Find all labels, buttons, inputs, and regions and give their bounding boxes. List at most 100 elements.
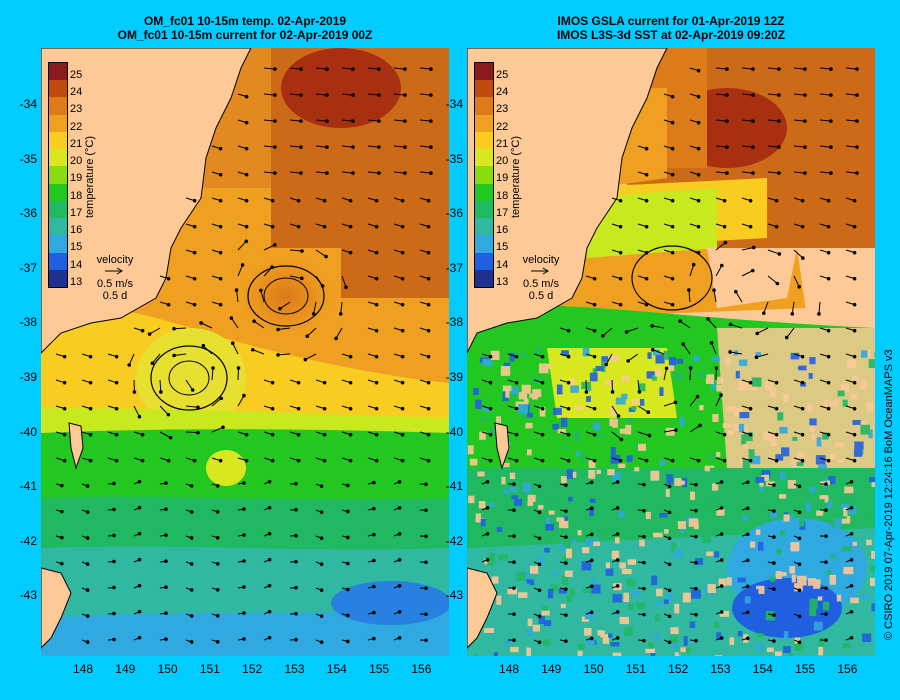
current-vector-arrow bbox=[689, 264, 695, 277]
current-vector-head bbox=[374, 250, 379, 255]
colorbar-swatch bbox=[49, 183, 67, 202]
sst-pixel bbox=[550, 584, 559, 592]
sst-pixel bbox=[779, 597, 789, 606]
current-vector-head bbox=[351, 93, 355, 97]
sst-pixel bbox=[852, 419, 862, 425]
sst-pixel bbox=[797, 575, 807, 586]
current-vector-head bbox=[485, 531, 490, 536]
current-vector-head bbox=[592, 458, 597, 463]
current-vector-arrow bbox=[793, 119, 805, 122]
current-vector-head bbox=[403, 145, 407, 149]
current-vector-arrow bbox=[689, 396, 698, 407]
current-vector-head bbox=[166, 412, 171, 417]
current-vector-head bbox=[674, 428, 678, 432]
current-vector-head bbox=[372, 610, 376, 615]
current-vector-head bbox=[230, 341, 235, 346]
sst-pixel bbox=[796, 461, 804, 466]
current-vector-arrow bbox=[819, 171, 831, 174]
current-vector-head bbox=[540, 380, 545, 385]
current-vector-head bbox=[514, 380, 519, 385]
current-vector-head bbox=[319, 536, 324, 540]
sst-pixel bbox=[666, 474, 674, 484]
current-vector-head bbox=[166, 458, 171, 463]
current-vector-head bbox=[618, 302, 623, 307]
current-vector-head bbox=[849, 505, 854, 510]
sst-pixel bbox=[866, 403, 874, 412]
current-vector-head bbox=[218, 224, 223, 229]
current-vector-arrow bbox=[663, 368, 668, 381]
sst-pixel bbox=[738, 381, 748, 391]
current-vector-head bbox=[803, 171, 807, 175]
current-vector-head bbox=[236, 366, 241, 370]
current-vector-head bbox=[424, 560, 428, 565]
colorbar-swatch bbox=[49, 114, 67, 133]
current-vector-head bbox=[667, 588, 672, 593]
current-vector-head bbox=[696, 68, 701, 73]
current-vector-head bbox=[670, 198, 675, 203]
sst-pixel bbox=[671, 542, 677, 553]
sst-pixel bbox=[579, 486, 587, 493]
current-vector-arrow bbox=[341, 145, 353, 148]
sst-pixel bbox=[654, 614, 660, 622]
current-vector-head bbox=[537, 510, 542, 515]
current-vector-head bbox=[319, 510, 324, 514]
sst-pixel bbox=[618, 463, 626, 469]
current-vector-head bbox=[400, 458, 405, 463]
sst-pixel bbox=[493, 652, 498, 656]
current-vector-arrow bbox=[289, 145, 301, 148]
current-vector-head bbox=[372, 506, 376, 511]
sst-pixel bbox=[715, 655, 723, 656]
sst-pixel bbox=[650, 470, 660, 481]
current-vector-head bbox=[140, 458, 145, 463]
sst-pixel bbox=[805, 502, 811, 512]
sst-pixel bbox=[748, 449, 755, 459]
current-vector-head bbox=[112, 507, 116, 512]
current-vector-head bbox=[642, 534, 646, 539]
current-vector-arrow bbox=[845, 171, 857, 174]
current-vector-head bbox=[296, 198, 301, 203]
latitude-tick-label: -37 bbox=[445, 260, 463, 275]
current-vector-arrow bbox=[174, 353, 187, 356]
colorbar-swatch bbox=[475, 97, 493, 116]
sst-pixel bbox=[770, 558, 778, 564]
current-vector-head bbox=[512, 482, 516, 486]
current-vector-head bbox=[240, 263, 245, 267]
current-vector-head bbox=[512, 534, 516, 538]
current-vector-head bbox=[566, 406, 571, 411]
current-vector-head bbox=[400, 432, 405, 437]
sst-pixel bbox=[807, 403, 813, 413]
current-vector-head bbox=[803, 93, 807, 97]
current-vector-head bbox=[849, 479, 854, 484]
current-vector-head bbox=[514, 458, 519, 463]
latitude-tick-label: -38 bbox=[445, 315, 463, 330]
current-vector-head bbox=[429, 93, 433, 97]
sst-pixel bbox=[776, 549, 782, 555]
sst-pixel bbox=[816, 437, 822, 447]
sst-pixel bbox=[588, 470, 596, 479]
sst-pixel bbox=[783, 514, 790, 522]
current-vector-arrow bbox=[367, 93, 379, 96]
current-vector-arrow bbox=[263, 145, 275, 148]
sst-pixel bbox=[468, 495, 475, 504]
current-vector-head bbox=[270, 458, 275, 463]
current-vector-head bbox=[681, 342, 686, 346]
current-vector-head bbox=[372, 636, 376, 641]
velocity-legend-speed: 0.5 m/s bbox=[96, 278, 134, 290]
velocity-legend-left: velocity 0.5 m/s 0.5 d bbox=[85, 254, 145, 302]
current-vector-head bbox=[325, 145, 329, 149]
current-vector-head bbox=[114, 354, 119, 359]
sst-pixel bbox=[672, 642, 678, 649]
current-vector-head bbox=[826, 328, 831, 333]
colorbar-tick-label: 16 bbox=[496, 224, 509, 237]
current-vector-head bbox=[626, 359, 631, 363]
longitude-tick-label: 152 bbox=[242, 662, 263, 676]
current-vector-head bbox=[267, 635, 272, 640]
current-vector-head bbox=[270, 406, 275, 411]
sst-pixel bbox=[659, 512, 668, 518]
current-vector-head bbox=[488, 380, 493, 385]
current-vector-arrow bbox=[419, 145, 431, 148]
current-vector-head bbox=[797, 640, 802, 645]
current-vector-arrow bbox=[741, 246, 754, 251]
current-vector-head bbox=[777, 252, 782, 256]
current-vector-head bbox=[250, 347, 255, 352]
